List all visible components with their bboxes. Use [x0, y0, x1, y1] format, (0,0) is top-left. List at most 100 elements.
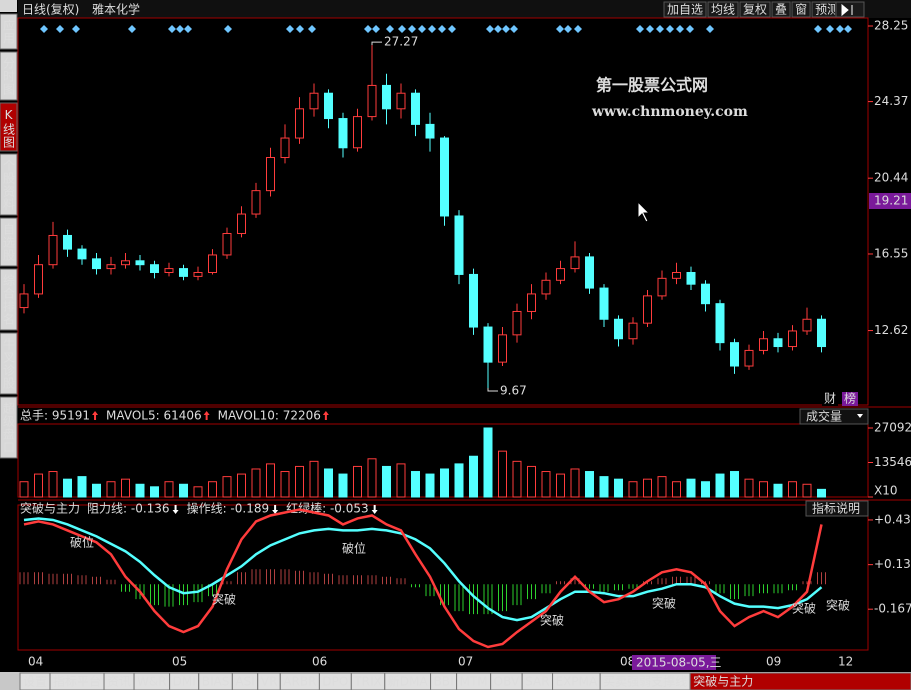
toolbar-button-label[interactable]: 窗	[795, 3, 807, 17]
bottom-tab-label[interactable]: 资讯	[107, 675, 131, 689]
toolbar-button[interactable]	[707, 1, 739, 18]
dropdown-arrow[interactable]	[857, 414, 863, 418]
volume-selector-label[interactable]: 成交量	[806, 409, 842, 424]
volume-bar	[150, 486, 159, 498]
bottom-tab-label[interactable]: SAR	[525, 675, 549, 689]
sidebar-tab-label[interactable]: 应用	[2, 18, 16, 45]
candle-body	[237, 213, 246, 235]
bottom-tab-label[interactable]: VR	[261, 675, 278, 689]
sidebar-arrow[interactable]	[0, 0, 17, 12]
bottom-tab-label[interactable]: DPO	[322, 675, 348, 689]
toolbar-arrow-icon[interactable]	[841, 3, 853, 17]
down-arrow	[172, 505, 179, 514]
bottom-tab-label[interactable]: 设置	[23, 675, 47, 689]
sidebar-tab[interactable]	[0, 51, 18, 101]
candle-body	[280, 137, 290, 159]
bottom-tab-label[interactable]: MTM	[460, 675, 488, 689]
sidebar-tab-label[interactable]: 超级盘口	[2, 401, 16, 454]
toolbar-button-label[interactable]: 复权	[743, 3, 767, 17]
toolbar-arrows[interactable]	[835, 1, 865, 18]
bottom-tab-label[interactable]: DMI	[173, 675, 196, 689]
volume-bar	[657, 476, 667, 498]
volume-bar	[34, 473, 43, 498]
sidebar-tab-label[interactable]: 牛叉诊股	[2, 337, 16, 390]
signal-diamond	[128, 25, 136, 33]
signal-diamond	[286, 25, 294, 33]
volume-selector[interactable]	[799, 408, 869, 425]
volume-bar	[715, 473, 725, 498]
bottom-tab-label[interactable]: TRIX	[353, 675, 381, 689]
sidebar-tab[interactable]	[0, 332, 18, 395]
sidebar-tab[interactable]	[0, 217, 18, 267]
sidebar-tab-label[interactable]: 自选股	[2, 223, 16, 262]
sidebar-tab[interactable]	[0, 13, 18, 50]
signal-diamond	[676, 25, 684, 33]
volume-bar	[353, 465, 362, 498]
volume-bar	[48, 471, 58, 498]
candle-body	[135, 260, 145, 266]
bottom-tab-label[interactable]: BBI	[434, 675, 454, 689]
sidebar-tab[interactable]	[0, 396, 18, 459]
toolbar-button[interactable]	[791, 1, 811, 18]
volume-bar	[585, 471, 594, 498]
indicator-annotation: 破位	[342, 541, 366, 556]
up-arrow	[322, 411, 329, 420]
bottom-tab-label[interactable]: W&R	[137, 675, 167, 689]
sidebar-tab-label[interactable]: 分时图	[2, 57, 16, 96]
y-tick-label: 16.55	[874, 246, 908, 260]
bottom-tab-label[interactable]: 突破与主力	[693, 674, 753, 689]
volume-bar	[483, 427, 493, 498]
toolbar-button[interactable]	[739, 1, 771, 18]
bottom-tab-label[interactable]: ARBR	[283, 675, 316, 689]
sidebar-tab-label[interactable]: K线图	[2, 108, 16, 149]
signal-diamond	[826, 25, 834, 33]
bottom-tab-label[interactable]: EXPMA	[556, 675, 598, 689]
stock-name: 雅本化学	[92, 2, 140, 17]
toolbar-button-label[interactable]: 加自选	[667, 3, 703, 17]
up-arrow	[92, 411, 99, 420]
volume-bar	[92, 483, 101, 498]
candle-body	[266, 157, 275, 192]
volume-bar	[121, 478, 130, 498]
volume-stat: MAVOL5: 61406	[106, 409, 202, 423]
bottom-tab-label[interactable]: OBV	[494, 675, 520, 689]
volume-bar	[179, 483, 188, 498]
sidebar-tab-label[interactable]: 个股资料	[2, 159, 16, 211]
toolbar-button-label[interactable]: 叠	[775, 3, 787, 17]
sidebar-tab[interactable]	[0, 268, 18, 331]
sidebar-tab[interactable]	[0, 153, 18, 216]
help-button[interactable]	[805, 500, 869, 517]
y-tick-label: 24.37	[874, 94, 908, 108]
candle-body	[643, 295, 652, 324]
high-marker	[371, 41, 382, 46]
sidebar-tab[interactable]	[0, 102, 18, 152]
toolbar-button-label[interactable]: 预测	[815, 3, 839, 17]
toolbar-button[interactable]	[771, 1, 791, 18]
signal-diamond	[486, 25, 494, 33]
bottom-tab-label[interactable]: ASI	[235, 675, 254, 689]
y-tick-label: +0.430	[874, 512, 911, 526]
toolbar-button[interactable]	[663, 1, 707, 18]
signal-diamond	[438, 25, 446, 33]
toolbar-button-label[interactable]: 均线	[711, 3, 735, 17]
bottom-tab-label[interactable]: 新DMA	[388, 674, 429, 689]
candle-body	[164, 268, 174, 273]
signal-diamond	[556, 25, 564, 33]
candle-body	[527, 293, 536, 312]
bottom-tab[interactable]	[689, 672, 911, 690]
badge-label[interactable]: 财	[824, 392, 836, 406]
help-button-label[interactable]: 指标说明	[812, 501, 860, 516]
sidebar-tab-label[interactable]: 综合排名	[2, 274, 16, 326]
badge-label[interactable]: 榜	[844, 391, 856, 406]
bottom-tab-label[interactable]: 指标平台	[53, 674, 101, 689]
x-tick-label: 06	[312, 655, 327, 669]
badge[interactable]	[842, 392, 858, 406]
volume-bar	[324, 468, 333, 498]
badge[interactable]	[822, 392, 838, 406]
volume-bar	[773, 483, 783, 498]
candle-body	[512, 310, 522, 336]
bottom-tab-label[interactable]: BIAS	[202, 675, 230, 689]
volume-bar	[527, 465, 536, 498]
bottom-tab-label[interactable]: 买卖强弱支撑线	[603, 674, 687, 689]
volume-bar	[164, 481, 174, 498]
